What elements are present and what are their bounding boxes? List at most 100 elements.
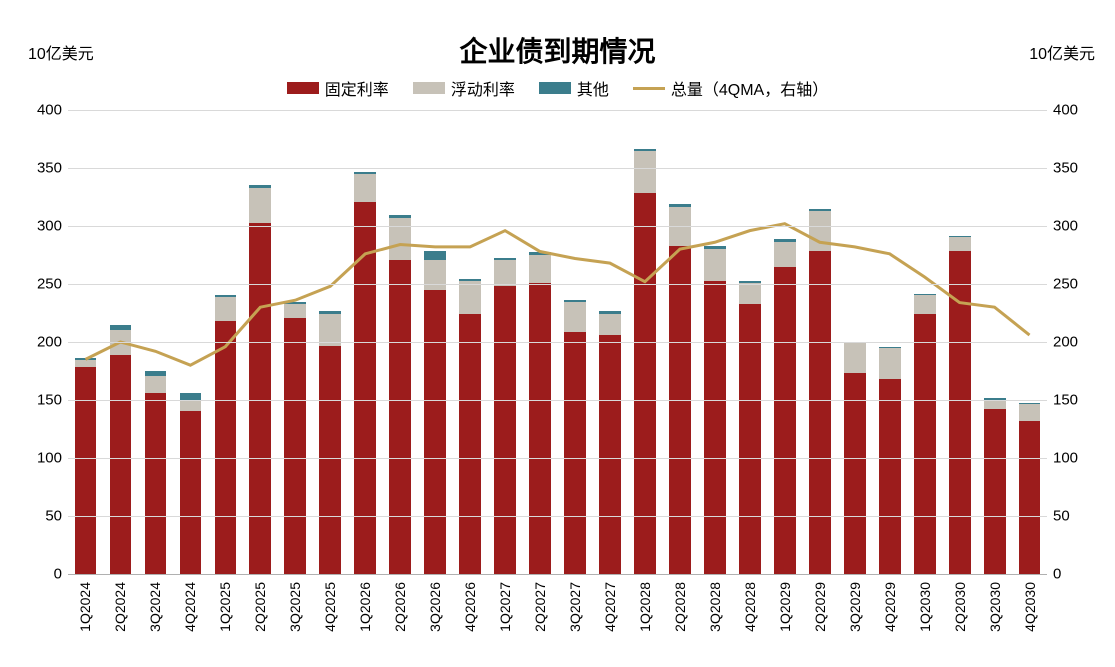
gridline — [68, 458, 1047, 459]
bar-seg-floating — [599, 314, 621, 335]
bar-seg-floating — [844, 343, 866, 373]
x-tick-label: 4Q2024 — [182, 582, 198, 632]
gridline — [68, 226, 1047, 227]
bar-stack — [774, 239, 796, 574]
x-tick-label: 3Q2030 — [987, 582, 1003, 632]
gridline — [68, 516, 1047, 517]
bar-seg-floating — [494, 260, 516, 286]
x-tick-label: 4Q2026 — [462, 582, 478, 632]
x-tick-label: 4Q2029 — [882, 582, 898, 632]
bar-stack — [704, 246, 726, 574]
gridline — [68, 400, 1047, 401]
bar-seg-floating — [284, 304, 306, 318]
bar-stack — [215, 295, 237, 574]
y-tick-right: 0 — [1053, 566, 1091, 583]
bar-seg-floating — [215, 297, 237, 320]
x-tick-label: 1Q2024 — [77, 582, 93, 632]
bar-seg-other — [424, 251, 446, 260]
bar-seg-fixed — [145, 393, 167, 574]
x-tick-label: 2Q2025 — [252, 582, 268, 632]
x-tick-label: 2Q2028 — [672, 582, 688, 632]
legend-label-floating: 浮动利率 — [451, 76, 515, 100]
x-tick-label: 3Q2029 — [847, 582, 863, 632]
y-axis-unit-left: 10亿美元 — [28, 40, 94, 64]
y-axis-unit-right: 10亿美元 — [1029, 40, 1095, 64]
bar-seg-fixed — [75, 367, 97, 574]
y-tick-right: 250 — [1053, 276, 1091, 293]
legend-label-fixed: 固定利率 — [325, 76, 389, 100]
bar-seg-fixed — [564, 332, 586, 574]
x-tick-label: 1Q2025 — [217, 582, 233, 632]
bar-seg-floating — [354, 174, 376, 202]
bar-seg-fixed — [774, 267, 796, 574]
bar-seg-fixed — [249, 223, 271, 574]
x-tick-label: 3Q2027 — [567, 582, 583, 632]
bar-seg-fixed — [949, 251, 971, 574]
bar-seg-fixed — [1019, 421, 1041, 574]
x-tick-label: 4Q2027 — [602, 582, 618, 632]
bar-stack — [389, 215, 411, 574]
x-tick-label: 3Q2024 — [147, 582, 163, 632]
bar-stack — [319, 311, 341, 574]
bar-seg-fixed — [669, 246, 691, 574]
bar-stack — [110, 325, 132, 574]
bar-seg-fixed — [914, 314, 936, 574]
bar-seg-floating — [774, 242, 796, 268]
bar-seg-floating — [984, 400, 1006, 409]
legend-item-fixed: 固定利率 — [287, 76, 389, 100]
y-tick-right: 50 — [1053, 508, 1091, 525]
x-tick-label: 4Q2030 — [1022, 582, 1038, 632]
legend: 固定利率 浮动利率 其他 总量（4QMA，右轴） — [10, 76, 1105, 100]
bar-stack — [599, 311, 621, 574]
bar-stack — [145, 371, 167, 574]
x-tick-label: 2Q2024 — [112, 582, 128, 632]
bar-seg-fixed — [529, 283, 551, 574]
x-tick-label: 2Q2029 — [812, 582, 828, 632]
bar-seg-fixed — [879, 379, 901, 574]
bar-seg-floating — [879, 348, 901, 378]
bar-seg-floating — [75, 360, 97, 367]
bar-seg-fixed — [494, 286, 516, 574]
bar-seg-floating — [949, 237, 971, 251]
x-tick-label: 3Q2026 — [427, 582, 443, 632]
x-tick-label: 1Q2027 — [497, 582, 513, 632]
bar-seg-fixed — [110, 355, 132, 574]
bar-stack — [529, 252, 551, 574]
bar-stack — [494, 258, 516, 574]
bar-stack — [949, 236, 971, 574]
bar-seg-fixed — [319, 346, 341, 574]
bar-seg-fixed — [809, 251, 831, 574]
gridline — [68, 342, 1047, 343]
bar-seg-fixed — [704, 281, 726, 574]
bar-stack — [354, 172, 376, 574]
x-tick-label: 2Q2030 — [952, 582, 968, 632]
y-tick-left: 250 — [28, 276, 62, 293]
bar-stack — [75, 358, 97, 574]
y-tick-right: 200 — [1053, 334, 1091, 351]
bar-seg-floating — [1019, 404, 1041, 420]
bar-stack — [424, 251, 446, 574]
corporate-bond-maturity-chart: 企业债到期情况 10亿美元 10亿美元 固定利率 浮动利率 其他 总量（4QMA… — [10, 10, 1105, 657]
y-tick-right: 350 — [1053, 160, 1091, 177]
legend-item-floating: 浮动利率 — [413, 76, 515, 100]
bar-seg-fixed — [215, 321, 237, 574]
bar-stack — [984, 398, 1006, 574]
x-tick-label: 1Q2029 — [777, 582, 793, 632]
x-tick-label: 3Q2025 — [287, 582, 303, 632]
y-tick-left: 0 — [28, 566, 62, 583]
bar-stack — [669, 204, 691, 574]
bar-seg-fixed — [284, 318, 306, 574]
bar-seg-floating — [739, 283, 761, 304]
legend-swatch-line — [633, 87, 665, 90]
legend-swatch-other — [539, 82, 571, 94]
bar-seg-fixed — [354, 202, 376, 574]
gridline — [68, 284, 1047, 285]
bar-stack — [879, 347, 901, 574]
x-tick-label: 4Q2025 — [322, 582, 338, 632]
plot-area: 1Q20242Q20243Q20244Q20241Q20252Q20253Q20… — [68, 110, 1047, 575]
bar-seg-floating — [564, 302, 586, 332]
x-tick-label: 1Q2030 — [917, 582, 933, 632]
y-tick-left: 150 — [28, 392, 62, 409]
bar-stack — [564, 300, 586, 574]
bar-seg-floating — [529, 255, 551, 283]
